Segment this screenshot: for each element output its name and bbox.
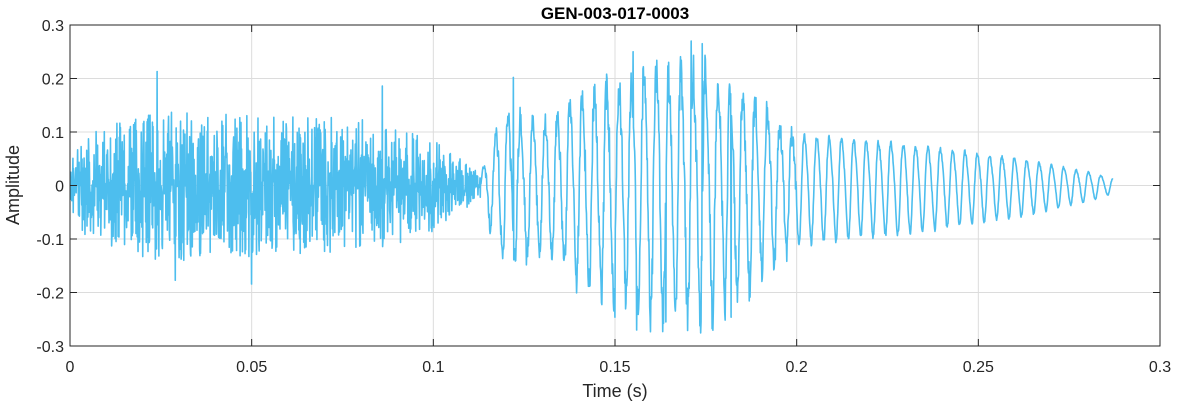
y-tick-labels: -0.3 -0.2 -0.1 0 0.1 0.2 0.3 (36, 18, 64, 356)
x-tick-label: 0.2 (786, 359, 808, 376)
trough-point (636, 329, 638, 331)
x-axis-label: Time (s) (582, 381, 647, 401)
x-tick-label: 0.25 (963, 359, 994, 376)
trough-point (665, 321, 667, 323)
ticks-group (69, 24, 1161, 347)
y-tick-label: -0.1 (36, 232, 64, 249)
x-tick-label: 0.1 (422, 359, 444, 376)
trough-point (174, 279, 176, 281)
chart-title: GEN-003-017-0003 (541, 4, 689, 23)
y-tick-label: 0.1 (42, 125, 64, 142)
x-tick-label: 0.3 (1149, 359, 1171, 376)
trough-point (614, 316, 616, 318)
y-tick-label: 0.3 (42, 18, 64, 35)
trough-point (251, 283, 253, 285)
series-group (69, 40, 1114, 334)
x-tick-label: 0.15 (599, 359, 630, 376)
series-line-0 (69, 40, 1114, 334)
y-tick-label: 0.2 (42, 72, 64, 89)
peak-point (156, 70, 158, 73)
peak-point (690, 40, 692, 42)
peak-point (381, 85, 384, 87)
trough-point (730, 316, 732, 318)
peak-point (512, 76, 514, 79)
peak-point (701, 43, 703, 45)
y-tick-label: -0.2 (36, 286, 64, 303)
x-tick-label: 0.05 (236, 359, 267, 376)
x-tick-label: 0 (66, 359, 75, 376)
y-tick-label: -0.3 (36, 339, 64, 356)
y-tick-label: 0 (55, 179, 64, 196)
y-axis-label: Amplitude (3, 145, 23, 225)
x-tick-labels: 0 0.05 0.1 0.15 0.2 0.25 0.3 (66, 359, 1172, 376)
peak-point (632, 51, 634, 53)
